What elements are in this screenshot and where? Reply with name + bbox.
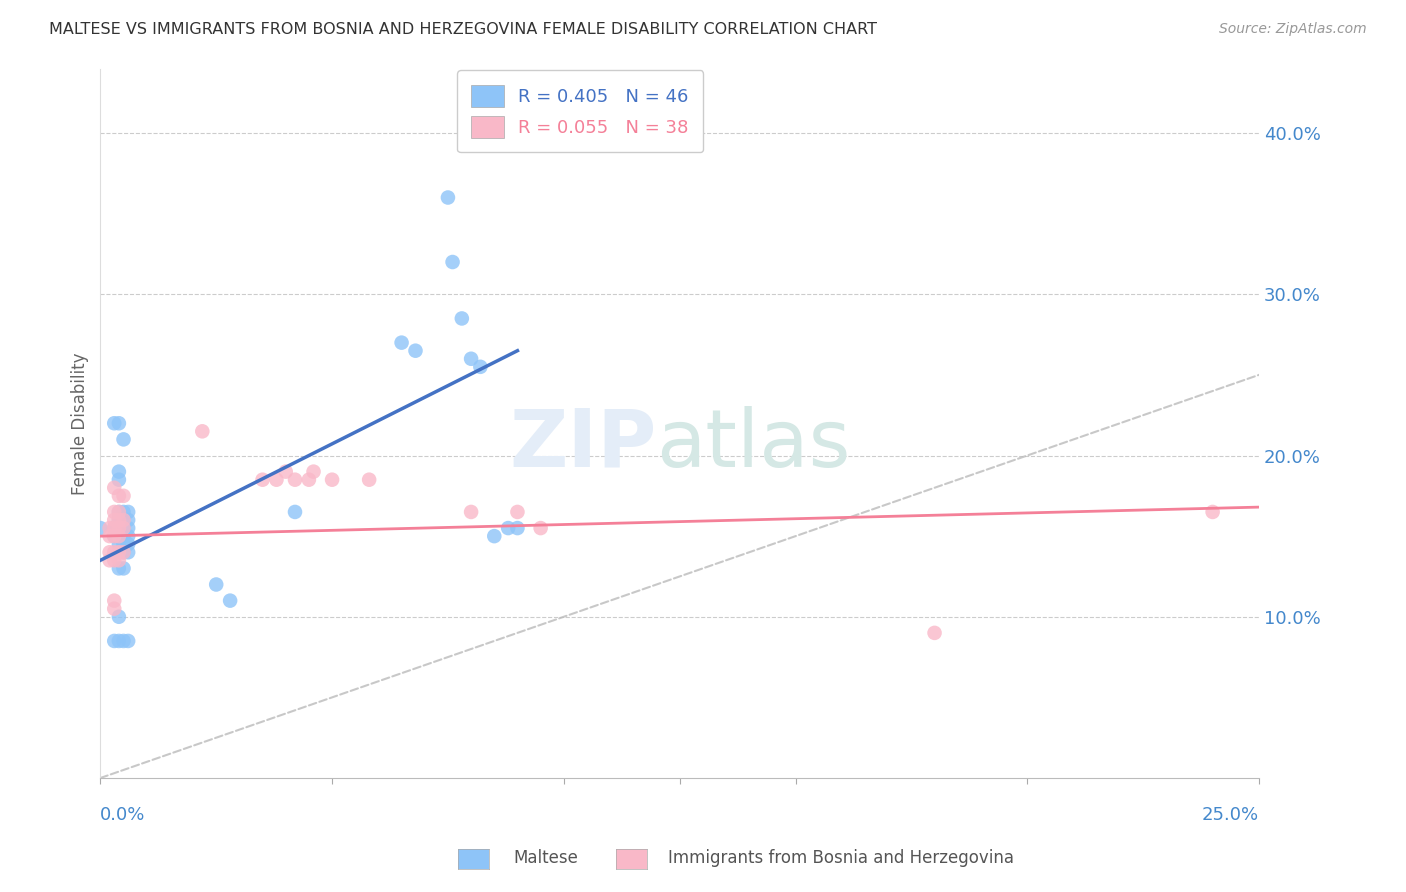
Point [103, 521, 125, 535]
Point [284, 505, 307, 519]
Point [108, 529, 131, 543]
Point [108, 513, 131, 527]
Point [103, 505, 125, 519]
Point [117, 513, 139, 527]
Point [103, 521, 125, 535]
Point [441, 255, 464, 269]
Point [108, 521, 131, 535]
Point [117, 545, 139, 559]
Point [108, 513, 131, 527]
Point [924, 626, 946, 640]
Text: MALTESE VS IMMIGRANTS FROM BOSNIA AND HERZEGOVINA FEMALE DISABILITY CORRELATION : MALTESE VS IMMIGRANTS FROM BOSNIA AND HE… [49, 22, 877, 37]
Point [108, 634, 131, 648]
Point [108, 561, 131, 575]
Text: 25.0%: 25.0% [1202, 806, 1258, 824]
Point [108, 521, 131, 535]
Text: Immigrants from Bosnia and Herzegovina: Immigrants from Bosnia and Herzegovina [668, 849, 1014, 867]
Text: 0.0%: 0.0% [100, 806, 146, 824]
Point [112, 521, 135, 535]
Point [219, 593, 242, 607]
Point [112, 513, 135, 527]
Text: Maltese: Maltese [513, 849, 578, 867]
Point [103, 593, 125, 607]
Point [112, 545, 135, 559]
Y-axis label: Female Disability: Female Disability [72, 352, 89, 494]
Point [108, 505, 131, 519]
Point [103, 545, 125, 559]
Point [112, 537, 135, 551]
Point [112, 561, 135, 575]
Point [117, 521, 139, 535]
Point [98, 521, 121, 535]
Point [112, 545, 135, 559]
Point [108, 417, 131, 431]
Point [103, 529, 125, 543]
Point [470, 359, 492, 374]
Point [98, 529, 121, 543]
Point [103, 601, 125, 615]
Point [108, 609, 131, 624]
Point [117, 537, 139, 551]
Point [108, 553, 131, 567]
Point [89, 521, 111, 535]
Point [108, 465, 131, 479]
Point [460, 505, 482, 519]
Point [103, 513, 125, 527]
Point [359, 473, 381, 487]
Point [98, 553, 121, 567]
Point [112, 505, 135, 519]
Point [321, 473, 343, 487]
Point [252, 473, 274, 487]
Point [103, 634, 125, 648]
Point [191, 425, 214, 439]
Point [112, 489, 135, 503]
Point [117, 529, 139, 543]
Point [117, 634, 139, 648]
Point [112, 521, 135, 535]
Point [437, 190, 460, 204]
Text: Source: ZipAtlas.com: Source: ZipAtlas.com [1219, 22, 1367, 37]
Point [298, 473, 321, 487]
Point [117, 505, 139, 519]
Point [103, 417, 125, 431]
Point [460, 351, 482, 366]
Point [274, 465, 297, 479]
Point [108, 505, 131, 519]
Legend: R = 0.405   N = 46, R = 0.055   N = 38: R = 0.405 N = 46, R = 0.055 N = 38 [457, 70, 703, 153]
Point [112, 433, 135, 447]
Point [284, 473, 307, 487]
Point [302, 465, 325, 479]
Point [108, 529, 131, 543]
Point [205, 577, 228, 591]
Point [496, 521, 519, 535]
Text: ZIP: ZIP [509, 406, 657, 483]
Point [103, 529, 125, 543]
Point [450, 311, 472, 326]
Point [108, 545, 131, 559]
Point [530, 521, 553, 535]
Text: atlas: atlas [657, 406, 851, 483]
Point [391, 335, 413, 350]
Point [506, 521, 529, 535]
Point [98, 545, 121, 559]
Point [108, 545, 131, 559]
Point [112, 529, 135, 543]
Point [1201, 505, 1223, 519]
Point [405, 343, 427, 358]
Point [108, 537, 131, 551]
Point [103, 481, 125, 495]
Point [506, 505, 529, 519]
Point [103, 553, 125, 567]
Point [112, 634, 135, 648]
Point [108, 473, 131, 487]
Point [112, 513, 135, 527]
Point [484, 529, 506, 543]
Point [266, 473, 288, 487]
Point [108, 489, 131, 503]
